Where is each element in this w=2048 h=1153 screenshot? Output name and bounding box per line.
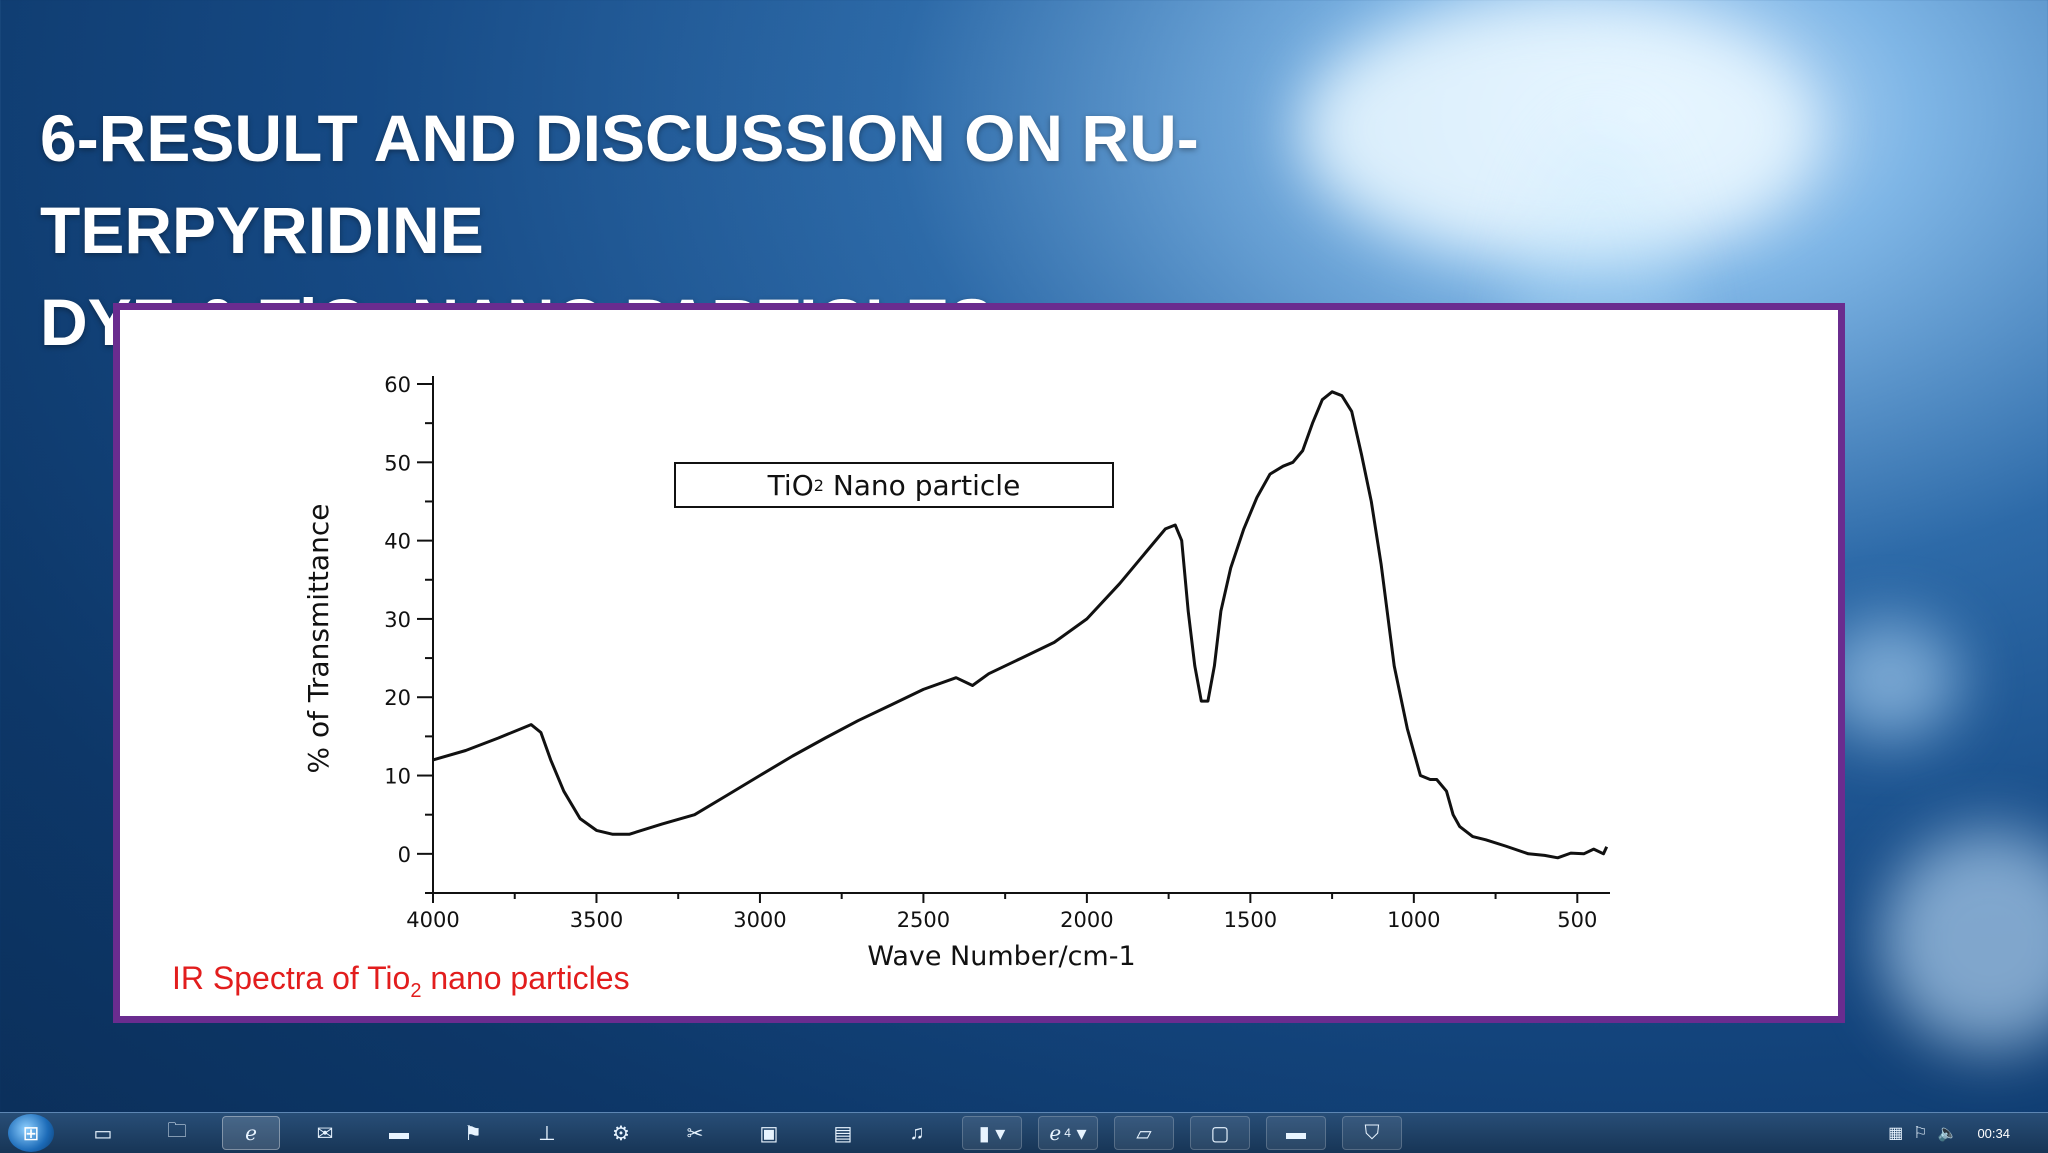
chart-legend: TiO 2 Nano particle [674,462,1114,508]
caption-subscript: 2 [410,980,422,1002]
settings-icon[interactable]: ⚙ [612,1122,630,1145]
x-tick-label: 1000 [1387,908,1440,932]
mail-icon[interactable]: ✉ [316,1122,334,1145]
y-tick-label: 50 [384,451,411,475]
caption-text-end: nano particles [421,960,630,996]
system-tray: ▦ ⚐ 🔈 00:34 [1888,1113,2036,1153]
flag-tray-icon[interactable]: ⚐ [1913,1125,1928,1142]
folder-window-icon[interactable]: ▮ ▾ [962,1116,1022,1150]
network-monitor-icon[interactable]: ⚑ [464,1122,482,1145]
y-tick-label: 20 [384,686,411,710]
x-tick-label: 500 [1557,908,1597,932]
background-glow [1880,830,2048,1050]
y-tick-label: 10 [384,765,411,789]
x-tick-label: 1500 [1224,908,1277,932]
y-tick-label: 40 [384,530,411,554]
chart-icon[interactable]: ▤ [833,1122,853,1145]
figure-caption: IR Spectra of Tio2 nano particles [172,960,630,1003]
ie-window-count: 4 [1064,1126,1071,1140]
app-window-icon[interactable]: ⛉ [1342,1116,1402,1150]
x-tick-label: 2500 [897,908,950,932]
show-desktop-icon[interactable]: ▭ [93,1122,113,1145]
music-icon[interactable]: ♫ [909,1121,925,1144]
network-antenna-icon[interactable]: ⊥ [538,1122,556,1145]
x-axis-label: Wave Number/cm-1 [867,941,1135,972]
y-tick-label: 30 [384,608,411,632]
y-tick-label: 0 [398,843,411,867]
x-tick-label: 3000 [733,908,786,932]
internet-explorer-icon[interactable]: ℯ [222,1116,280,1150]
legend-subscript: 2 [813,475,824,495]
cmd-window-icon[interactable]: ▬ [1266,1116,1326,1150]
caption-text: IR Spectra of Tio [172,960,411,996]
volume-tray-icon[interactable]: 🔈 [1937,1125,1958,1142]
powerpoint-window-icon[interactable]: ▱ [1114,1116,1174,1150]
window-thumbnail-icon[interactable]: ▢ [1190,1116,1250,1150]
x-tick-label: 3500 [570,908,623,932]
figure-panel: 0 10 20 30 40 50 60 4000 3500 3000 2500 2000 1500 100… [113,303,1845,1023]
slide-title-line1: 6-RESULT AND DISCUSSION ON RU-TERPYRIDIN… [40,101,1199,267]
tools-icon[interactable]: ✂ [686,1122,704,1145]
folder-icon[interactable]: 🗀 [167,1120,187,1142]
start-button[interactable]: ⊞ [8,1114,54,1152]
command-prompt-icon[interactable]: ▬ [389,1121,409,1144]
x-tick-label: 4000 [406,908,459,932]
network-tray-icon[interactable]: ▦ [1888,1125,1904,1142]
legend-label: TiO [767,468,814,502]
clock[interactable]: 00:34 [1977,1125,2010,1141]
y-tick-label: 60 [384,373,411,397]
x-tick-label: 2000 [1060,908,1113,932]
legend-label-end: Nano particle [823,468,1021,502]
series-line [432,390,1609,860]
computer-icon[interactable]: ▣ [759,1122,779,1145]
y-axis-label: % of Transmittance [302,504,335,774]
